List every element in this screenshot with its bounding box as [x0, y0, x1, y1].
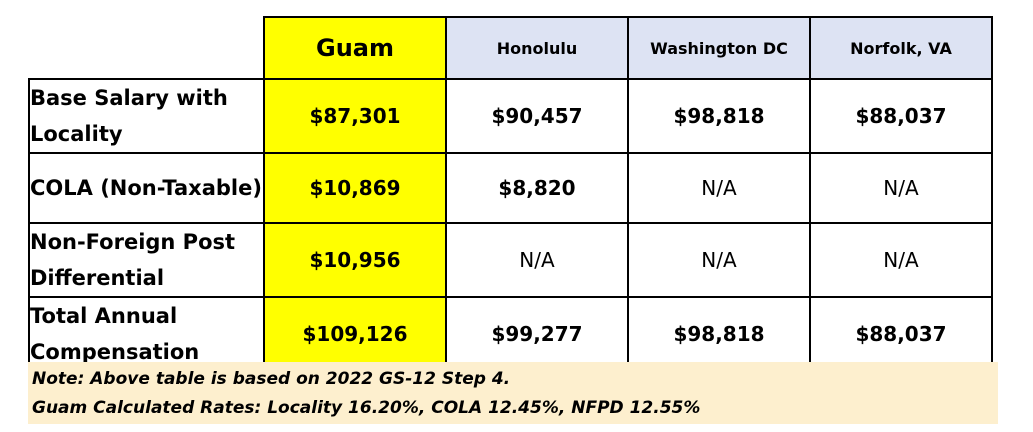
header-washington-dc: Washington DC [627, 16, 811, 80]
cell-washington-dc-base-salary: $98,818 [627, 78, 811, 154]
cell-washington-dc-total: $98,818 [627, 296, 811, 372]
table-row: Total Annual Compensation $109,126 $99,2… [28, 296, 993, 372]
header-norfolk-va: Norfolk, VA [809, 16, 993, 80]
cell-honolulu-base-salary: $90,457 [445, 78, 629, 154]
table-footnote: Note: Above table is based on 2022 GS-12… [28, 362, 998, 424]
cell-guam-cola: $10,869 [263, 152, 447, 224]
table-row: COLA (Non-Taxable) $10,869 $8,820 N/A N/… [28, 152, 993, 224]
cell-honolulu-cola: $8,820 [445, 152, 629, 224]
row-label-cola: COLA (Non-Taxable) [28, 152, 265, 224]
cell-norfolk-va-nfpd: N/A [809, 222, 993, 298]
compensation-table: Guam Honolulu Washington DC Norfolk, VA … [28, 16, 993, 372]
header-honolulu: Honolulu [445, 16, 629, 80]
cell-norfolk-va-cola: N/A [809, 152, 993, 224]
table-header-row: Guam Honolulu Washington DC Norfolk, VA [29, 16, 993, 80]
table-row: Non-Foreign Post Differential $10,956 N/… [28, 222, 993, 298]
cell-washington-dc-nfpd: N/A [627, 222, 811, 298]
cell-norfolk-va-base-salary: $88,037 [809, 78, 993, 154]
footnote-line-basis: Note: Above table is based on 2022 GS-12… [32, 369, 511, 389]
header-corner-cell [29, 17, 265, 80]
footnote-line-rates: Guam Calculated Rates: Locality 16.20%, … [32, 398, 701, 418]
table-row: Base Salary with Locality $87,301 $90,45… [28, 78, 993, 154]
cell-guam-nfpd: $10,956 [263, 222, 447, 298]
cell-guam-total: $109,126 [263, 296, 447, 372]
cell-honolulu-nfpd: N/A [445, 222, 629, 298]
row-label-total-annual-compensation: Total Annual Compensation [28, 296, 265, 372]
row-label-non-foreign-post-differential: Non-Foreign Post Differential [28, 222, 265, 298]
cell-norfolk-va-total: $88,037 [809, 296, 993, 372]
row-label-base-salary: Base Salary with Locality [28, 78, 265, 154]
cell-honolulu-total: $99,277 [445, 296, 629, 372]
cell-guam-base-salary: $87,301 [263, 78, 447, 154]
cell-washington-dc-cola: N/A [627, 152, 811, 224]
header-guam: Guam [263, 16, 447, 80]
